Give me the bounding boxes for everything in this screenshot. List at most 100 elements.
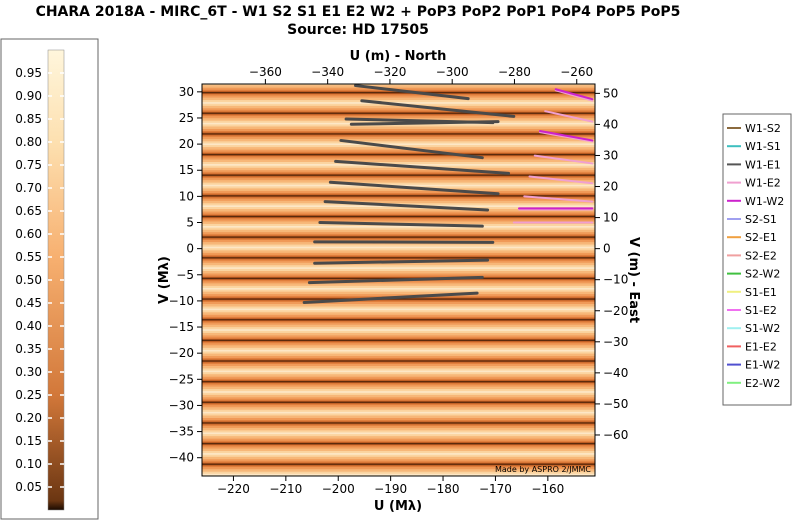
- fringe-band: [202, 298, 595, 300]
- legend-label-s2-w2: S2-W2: [745, 268, 780, 281]
- colorbar-tick-label: 0.80: [15, 135, 42, 149]
- legend-label-w1-s2: W1-S2: [745, 122, 781, 135]
- y-tick-label-right: −60: [603, 428, 628, 442]
- colorbar-tick-label: 0.55: [15, 250, 42, 264]
- uv-track-w1-e2: [544, 110, 594, 123]
- colorbar-tick-label: 0.45: [15, 296, 42, 310]
- colorbar-tick-label: 0.25: [15, 388, 42, 402]
- uv-track-w1-e1: [313, 258, 490, 265]
- fringe-band: [202, 339, 595, 341]
- uv-track-w1-w2: [538, 130, 594, 142]
- y-tick-label-left: 15: [179, 163, 194, 177]
- chart-title: CHARA 2018A - MIRC_6T - W1 S2 S1 E1 E2 W…: [36, 4, 681, 20]
- legend-label-e1-e2: E1-E2: [745, 340, 777, 353]
- y-tick-label-right: 10: [603, 211, 618, 225]
- y-axis-left: −40 −35 −30 −25 −20 −15 −10 −5 0 5 10 15 20 25 30: [169, 85, 202, 465]
- uv-track-w1-e1: [360, 99, 516, 118]
- colorbar-tick-label: 0.50: [15, 273, 42, 287]
- legend-label-s2-e2: S2-E2: [745, 249, 777, 262]
- legend-label-s2-e1: S2-E1: [745, 231, 777, 244]
- fringe-band: [202, 319, 595, 321]
- legend-label-s2-s1: S2-S1: [745, 213, 777, 226]
- x-tick-label-bottom: −220: [217, 482, 250, 496]
- uv-track-w1-e2: [533, 154, 594, 165]
- legend-label-s1-e1: S1-E1: [745, 286, 777, 299]
- y-tick-label-left: −5: [176, 268, 194, 282]
- y-tick-label-right: 50: [603, 86, 618, 100]
- legend-label-e1-w2: E1-W2: [745, 359, 780, 372]
- colorbar-tick-label: 0.40: [15, 319, 42, 333]
- x-tick-label-bottom: −170: [479, 482, 512, 496]
- x-axis-label-top: U (m) - North: [350, 49, 447, 64]
- y-tick-label-left: −35: [169, 425, 194, 439]
- y-tick-label-left: −30: [169, 398, 194, 412]
- colorbar-tick-label: 0.75: [15, 158, 42, 172]
- colorbar-tick-label: 0.30: [15, 365, 42, 379]
- colorbar-tick-label: 0.60: [15, 227, 42, 241]
- x-tick-label-top: −260: [560, 65, 593, 79]
- fringe-band: [202, 401, 595, 403]
- colorbar-tick-label: 0.70: [15, 181, 42, 195]
- fringe-band: [202, 422, 595, 424]
- colorbar-tick-label: 0.95: [15, 66, 42, 80]
- y-tick-label-left: 25: [179, 111, 194, 125]
- fringe-band: [202, 112, 595, 114]
- y-tick-label-right: −10: [603, 273, 628, 287]
- legend-label-w1-e2: W1-E2: [745, 177, 781, 190]
- legend-label-w1-e1: W1-E1: [745, 158, 781, 171]
- x-tick-label-top: −320: [373, 65, 406, 79]
- colorbar-tick-label: 0.85: [15, 112, 42, 126]
- y-tick-label-left: 0: [186, 242, 194, 256]
- uv-track-w1-e1: [334, 159, 511, 175]
- x-tick-label-top: −360: [249, 65, 282, 79]
- x-tick-label-top: −300: [436, 65, 469, 79]
- y-tick-label-left: −25: [169, 372, 194, 386]
- legend-label-s1-e2: S1-E2: [745, 304, 777, 317]
- legend-label-s1-w2: S1-W2: [745, 322, 780, 335]
- y-tick-label-right: 0: [603, 242, 611, 256]
- x-tick-label-bottom: −210: [269, 482, 302, 496]
- uv-track-w1-e1: [344, 117, 495, 125]
- uv-track-w1-e2: [554, 89, 594, 102]
- fringe-band: [202, 133, 595, 135]
- y-tick-label-left: 5: [186, 216, 194, 230]
- colorbar-tick-label: 0.05: [15, 480, 42, 494]
- colorbar-tick-label: 0.20: [15, 411, 42, 425]
- y-tick-label-right: 40: [603, 117, 618, 131]
- uv-track-w1-e1: [318, 221, 484, 228]
- uv-track-w1-e1: [323, 200, 490, 212]
- y-tick-label-right: −30: [603, 335, 628, 349]
- colorbar-tick-label: 0.90: [15, 89, 42, 103]
- fringe-band: [202, 174, 595, 176]
- legend-box: [722, 113, 792, 406]
- colorbar-tick-label: 0.65: [15, 204, 42, 218]
- x-tick-label-bottom: −180: [427, 482, 460, 496]
- colorbar-ticks: 0.05 0.10 0.15 0.20 0.25 0.30 0.35 0.40 0.45 0.50…: [15, 66, 64, 494]
- credit-text: Made by ASPRO 2/JMMC: [495, 465, 591, 474]
- fringe-band: [202, 442, 595, 445]
- colorbar-tick-label: 0.10: [15, 457, 42, 471]
- uv-track-w1-e1: [302, 291, 479, 304]
- x-tick-label-bottom: −200: [322, 482, 355, 496]
- colorbar-tick-label: 0.15: [15, 434, 42, 448]
- fringe-band: [202, 195, 595, 197]
- legend-label-e2-w2: E2-W2: [745, 377, 780, 390]
- fringe-band: [202, 153, 595, 156]
- y-tick-label-right: −20: [603, 304, 628, 318]
- fringe-band: [202, 92, 595, 94]
- colorbar-tick-label: 0.35: [15, 342, 42, 356]
- plot-area: [201, 83, 596, 477]
- y-axis-label-right: V (m) - East: [626, 237, 641, 323]
- uv-track-w1-w2: [554, 88, 594, 101]
- y-axis-right: −60 −50 −40 −30 −20 −10 0 10 20 30 40 50: [595, 86, 628, 442]
- x-tick-label-top: −340: [311, 65, 344, 79]
- fringe-band: [202, 215, 595, 218]
- legend-label-w1-s1: W1-S1: [745, 140, 781, 153]
- legend-label-w1-w2: W1-W2: [745, 195, 784, 208]
- uv-tracks: [302, 84, 594, 304]
- x-axis-bottom: −220 −210 −200 −190 −180 −170 −160: [217, 476, 564, 496]
- uv-track-w1-e1: [354, 84, 470, 101]
- visibility-fringes: [202, 84, 595, 476]
- y-tick-label-right: 30: [603, 148, 618, 162]
- x-axis-top: −360 −340 −320 −300 −280 −260: [249, 65, 593, 84]
